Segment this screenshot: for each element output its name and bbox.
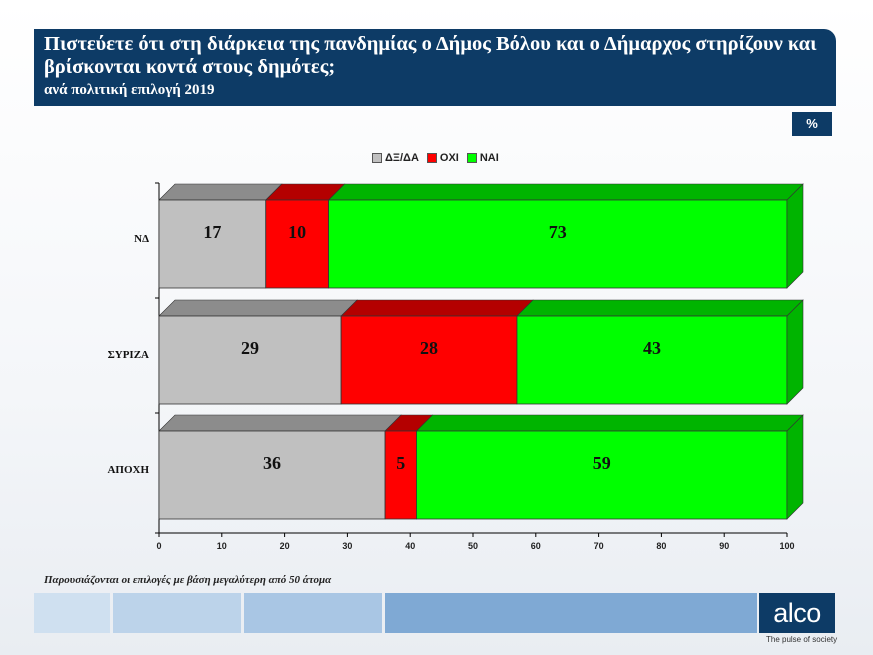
footer-band-1 [34,593,110,633]
bar-top-2-0 [158,414,402,432]
data-label-0-2: 73 [549,222,567,242]
data-label-1-2: 43 [643,338,661,358]
bar-segment-0-2 [328,199,788,289]
legend-item-nai: ΝΑΙ [466,152,499,164]
data-label-1-0: 29 [241,338,259,358]
bar-top-1-1 [340,299,534,317]
legend-label-oxi: ΟΧΙ [439,152,459,164]
footer-band-3 [244,593,382,633]
data-label-0-1: 10 [288,222,306,242]
bar-top-1-2 [516,299,804,317]
footer-band-2 [113,593,241,633]
x-tick-label-30: 30 [342,541,352,551]
x-tick-label-50: 50 [468,541,478,551]
category-label-2: ΑΠΟΧΗ [107,464,149,476]
bar-side-1 [786,299,804,405]
chart-subtitle: ανά πολιτική επιλογή 2019 [44,82,215,98]
bar-side-0 [786,183,804,289]
data-label-2-1: 5 [396,453,405,473]
legend: ΔΞ/ΔΑ ΟΧΙ ΝΑΙ [372,152,507,164]
legend-swatch-oxi [426,153,437,163]
x-tick-label-20: 20 [280,541,290,551]
bar-segment-2-1 [384,430,417,520]
x-tick-label-40: 40 [405,541,415,551]
x-tick-label-100: 100 [779,541,794,551]
bar-top-0-0 [158,183,283,201]
category-label-0: ΝΔ [134,233,149,245]
title-banner: Πιστεύετε ότι στη διάρκεια της πανδημίας… [34,29,836,106]
bar-segment-1-2 [516,315,788,405]
bar-segment-2-0 [158,430,386,520]
x-tick-label-80: 80 [656,541,666,551]
bar-segment-2-2 [416,430,788,520]
bar-segment-0-0 [158,199,267,289]
bar-segment-1-0 [158,315,342,405]
data-label-1-1: 28 [420,338,438,358]
footnote: Παρουσιάζονται οι επιλογές με βάση μεγαλ… [44,574,332,586]
unit-badge: % [792,112,832,136]
legend-label-nai: ΝΑΙ [479,152,499,164]
bar-segment-0-1 [265,199,329,289]
legend-item-dxda: ΔΞ/ΔΑ [372,152,419,164]
legend-label-dxda: ΔΞ/ΔΑ [385,152,419,164]
data-label-0-0: 17 [203,222,221,242]
x-tick-label-0: 0 [156,541,161,551]
bar-top-2-2 [415,414,804,432]
category-label-1: ΣΥΡΙΖΑ [108,349,149,361]
data-label-2-2: 59 [593,453,611,473]
logo-tagline: The pulse of society [766,635,838,644]
alco-logo: alco [759,593,835,633]
chart-title: Πιστεύετε ότι στη διάρκεια της πανδημίας… [44,33,817,78]
bar-side-2 [786,414,804,520]
bar-segment-1-1 [340,315,518,405]
footer-band-4 [385,593,757,633]
bar-top-1-0 [158,299,358,317]
x-tick-label-60: 60 [531,541,541,551]
x-tick-label-10: 10 [217,541,227,551]
x-tick-label-70: 70 [594,541,604,551]
legend-swatch-dxda [372,153,382,163]
x-tick-label-90: 90 [719,541,729,551]
data-label-2-0: 36 [263,453,281,473]
legend-item-oxi: ΟΧΙ [426,152,459,164]
legend-swatch-nai [466,153,477,163]
bar-top-0-2 [327,183,804,201]
